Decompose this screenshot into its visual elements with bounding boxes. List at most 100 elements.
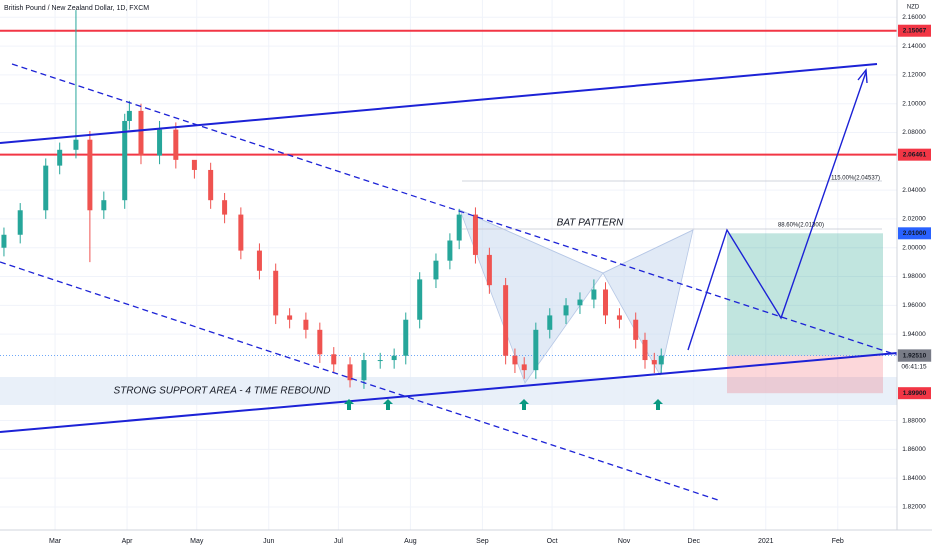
candle-body — [503, 285, 509, 356]
candle-body — [447, 240, 453, 261]
y-tick-label: 1.94000 — [902, 331, 926, 338]
support-trendline — [0, 352, 898, 433]
forecast-arrowhead — [857, 68, 868, 84]
arrow-up — [383, 399, 393, 410]
candle-body — [417, 279, 423, 320]
y-tick-label: 1.96000 — [902, 302, 926, 309]
price-label: 2.01000 — [903, 230, 927, 237]
y-tick-label: 1.98000 — [902, 273, 926, 280]
x-tick-label: Aug — [404, 538, 417, 545]
candle-body — [403, 319, 409, 356]
rebound-arrows — [344, 399, 663, 410]
resistance-trendline — [0, 63, 878, 144]
channel-lower — [0, 261, 719, 501]
y-tick-label: 1.86000 — [902, 446, 926, 453]
countdown: 06:41:15 — [901, 364, 927, 371]
candle-body — [591, 289, 597, 300]
candle-body — [377, 360, 383, 362]
candle-body — [208, 169, 214, 201]
candle-body — [361, 360, 367, 381]
support-label: STRONG SUPPORT AREA - 4 TIME REBOUND — [114, 386, 331, 397]
candle-body — [603, 289, 609, 316]
candle-body — [191, 159, 197, 170]
price-label: 2.15067 — [903, 27, 927, 34]
fib-label: 88.60%(2.01300) — [778, 223, 824, 229]
y-tick-label: 2.10000 — [902, 100, 926, 107]
price-label: 1.89900 — [903, 390, 927, 397]
forecast-path — [687, 71, 867, 351]
price-label-bg — [898, 24, 931, 37]
candle-body — [633, 319, 639, 340]
candle-body — [658, 355, 664, 365]
x-tick-label: May — [190, 538, 204, 545]
candle-body — [563, 305, 569, 316]
candle-body — [73, 139, 79, 150]
candle-body — [533, 329, 539, 371]
y-tick-label: 1.88000 — [902, 417, 926, 424]
candle-body — [347, 364, 353, 381]
x-tick-label: Mar — [49, 538, 62, 545]
candle-body — [222, 200, 228, 215]
candle-body — [256, 250, 262, 271]
x-tick-label: Jul — [334, 538, 343, 545]
bat-pattern-bd — [602, 229, 694, 274]
time-axis — [0, 530, 932, 550]
y-tick-label: 2.02000 — [902, 216, 926, 223]
candle-body — [433, 260, 439, 280]
candle-body — [303, 319, 309, 330]
candle-body — [126, 110, 132, 121]
candle-body — [87, 139, 93, 211]
candle-body — [577, 299, 583, 306]
y-tick-label: 1.82000 — [902, 504, 926, 511]
candle-body — [238, 214, 244, 251]
arrow-up — [519, 399, 529, 410]
candle-body — [512, 355, 518, 365]
price-label-bg — [898, 349, 931, 362]
support-area — [0, 377, 897, 405]
x-tick-label: Apr — [122, 538, 134, 545]
x-tick-label: Oct — [547, 538, 558, 545]
y-tick-label: 2.16000 — [902, 14, 926, 21]
price-label: 1.92510 — [903, 352, 927, 359]
pattern-label: BAT PATTERN — [557, 218, 624, 229]
candle-body — [273, 270, 279, 316]
candle-body — [651, 360, 657, 365]
x-tick-label: Feb — [832, 538, 844, 545]
price-label-bg — [898, 148, 931, 161]
candle-body — [391, 355, 397, 361]
candle-body — [616, 315, 622, 320]
candle-body — [331, 354, 337, 365]
price-axis — [897, 0, 932, 550]
y-tick-label: 2.12000 — [902, 72, 926, 79]
candle-body — [317, 329, 323, 355]
price-label: 2.06461 — [903, 151, 927, 158]
candle-body — [122, 120, 128, 201]
y-tick-label: 2.04000 — [902, 187, 926, 194]
y-tick-label: 2.00000 — [902, 244, 926, 251]
candle-body — [547, 315, 553, 330]
candle-body — [1, 234, 7, 248]
x-tick-label: Dec — [688, 538, 701, 545]
candle-body — [173, 129, 179, 160]
candle-body — [17, 210, 23, 235]
candle-body — [138, 110, 144, 156]
position-box — [727, 233, 883, 394]
channel-upper — [11, 63, 898, 356]
y-tick-label: 1.84000 — [902, 475, 926, 482]
arrow-up — [653, 399, 663, 410]
x-tick-label: 2021 — [758, 538, 774, 545]
candle-body — [521, 364, 527, 371]
axis-labels: 2.16000 2.14000 2.12000 2.10000 2.08000 2.040… — [49, 14, 932, 545]
candle-body — [43, 165, 49, 211]
candle-body — [642, 339, 648, 361]
candle-body — [287, 315, 293, 320]
profit-zone — [727, 233, 883, 356]
fib-label: 115.00%(2.04537) — [831, 176, 880, 182]
candle-body — [157, 129, 163, 156]
y-tick-label: 2.14000 — [902, 43, 926, 50]
x-tick-label: Sep — [476, 538, 489, 545]
bat-pattern-xb — [459, 209, 604, 274]
currency: NZD — [907, 5, 920, 11]
